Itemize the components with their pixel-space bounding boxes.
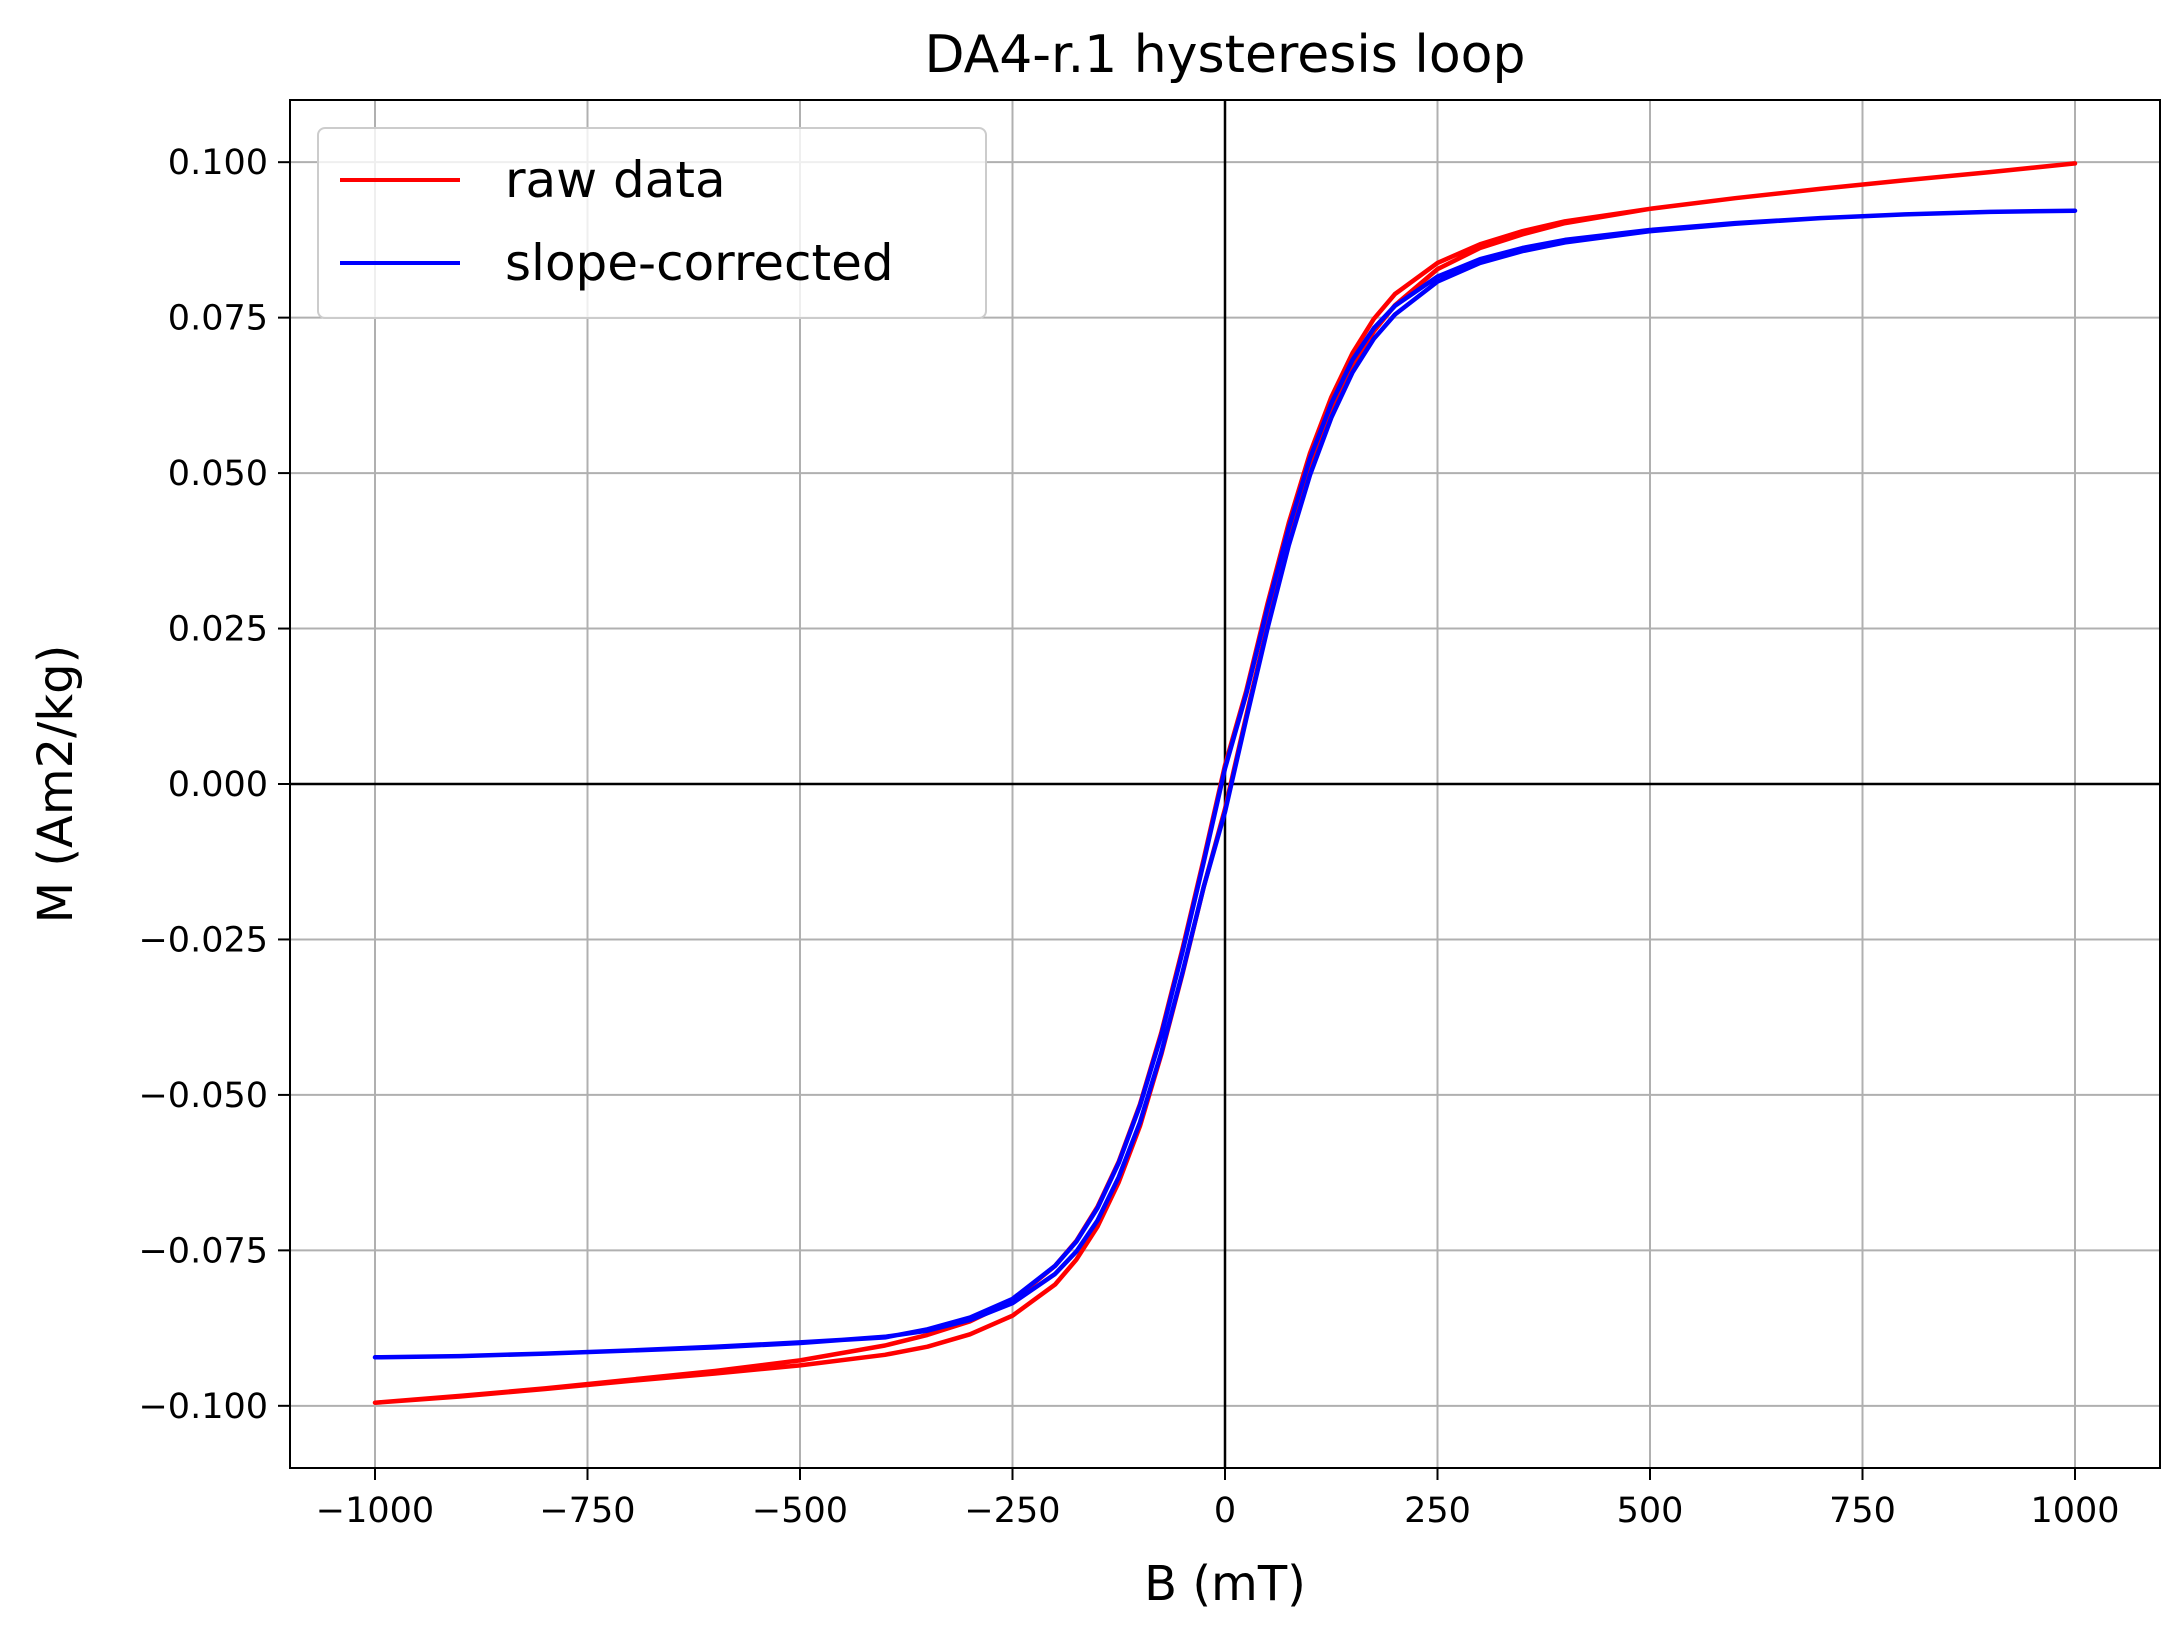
y-tick-label: 0.000 [168, 765, 268, 805]
x-tick-label: −750 [539, 1491, 635, 1531]
y-tick-label: −0.075 [138, 1231, 268, 1271]
ticks: −1000 −750 −500 −250 0 250 500 750 1000 0.100 0.07… [138, 143, 2119, 1531]
y-tick-label: 0.050 [168, 454, 268, 494]
x-tick-label: −250 [964, 1491, 1060, 1531]
x-axis-title: B (mT) [1144, 1556, 1306, 1612]
x-tick-label: 1000 [2030, 1491, 2119, 1531]
y-tick-label: 0.075 [168, 299, 268, 339]
x-tick-label: 500 [1617, 1491, 1684, 1531]
x-tick-label: −500 [752, 1491, 848, 1531]
y-tick-label: −0.025 [138, 920, 268, 960]
series-lines [372, 161, 2078, 1405]
series-line-slope-corrected [372, 208, 2078, 1360]
x-tick-label: −1000 [316, 1491, 434, 1531]
x-tick-label: 0 [1214, 1491, 1236, 1531]
legend-box [317, 127, 987, 319]
y-tick-label: −0.100 [138, 1387, 268, 1427]
zero-lines [290, 100, 2160, 1468]
legend-label-raw-data: raw data [505, 151, 726, 209]
x-tick-label: 250 [1404, 1491, 1471, 1531]
legend-label-slope-corrected: slope-corrected [505, 234, 894, 292]
x-tick-label: 750 [1829, 1491, 1896, 1531]
y-tick-label: −0.050 [138, 1076, 268, 1116]
y-tick-label: 0.100 [168, 143, 268, 183]
legend: raw data slope-corrected [317, 127, 987, 319]
y-axis-title: M (Am2/kg) [28, 645, 84, 924]
y-tick-label: 0.025 [168, 610, 268, 650]
chart-title: DA4-r.1 hysteresis loop [925, 25, 1526, 85]
